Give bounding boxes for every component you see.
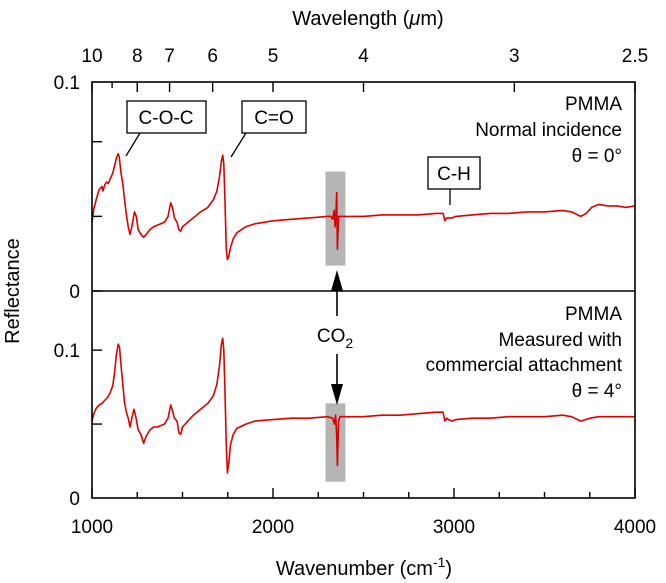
plot-frame — [91, 81, 636, 499]
co2-arrow-up-head — [331, 270, 343, 291]
co-label: C=O — [254, 108, 294, 129]
series-line-lower — [91, 337, 635, 474]
co2-arrow-down-head — [331, 384, 343, 405]
co-box — [241, 100, 307, 134]
co2-label-bg — [313, 318, 358, 352]
y-tick-label-upper-0: 0 — [69, 282, 80, 303]
top-tick-labels: 10 8 7 6 5 4 3 2.5 — [81, 46, 648, 67]
co-leader — [230, 132, 247, 158]
upper-panel-angle: θ = 0° — [572, 146, 622, 167]
y-tick-label-lower-0.1: 0.1 — [54, 341, 80, 362]
coc-leader — [125, 132, 141, 157]
upper-panel-title: PMMA — [565, 94, 622, 115]
x-tick-label-2000: 2000 — [252, 517, 294, 538]
y-tick-label-lower-0: 0 — [69, 489, 80, 510]
top-tick-label-5: 5 — [268, 46, 279, 67]
top-tick-label-6: 6 — [207, 46, 218, 67]
y-axis-title: Reflectance — [2, 238, 24, 344]
lower-panel-title: PMMA — [565, 304, 622, 325]
x-tick-label-1000: 1000 — [71, 517, 113, 538]
co2-highlight-band-lower — [325, 403, 346, 482]
x-tick-label-3000: 3000 — [433, 517, 475, 538]
lower-panel-condition-2: commercial attachment — [426, 355, 623, 376]
top-tick-label-7: 7 — [164, 46, 175, 67]
top-tick-label-3: 3 — [509, 46, 520, 67]
data-series — [91, 152, 636, 474]
co2-label: CO2 — [317, 326, 354, 351]
ch-label: C-H — [437, 164, 471, 185]
top-tick-label-10: 10 — [81, 46, 102, 67]
coc-box — [126, 100, 207, 134]
top-tick-label-8: 8 — [132, 46, 143, 67]
top-tick-label-2.5: 2.5 — [622, 46, 648, 67]
axis-ticks — [91, 82, 636, 498]
lower-panel-angle: θ = 4° — [572, 381, 622, 402]
x-tick-label-4000: 4000 — [614, 517, 656, 538]
lower-panel-condition-1: Measured with — [498, 330, 622, 351]
series-line-upper — [91, 152, 636, 261]
coc-label: C-O-C — [139, 108, 194, 129]
ch-box — [427, 156, 481, 190]
top-axis-title: Wavelength (μm) — [292, 8, 443, 30]
x-axis-title: Wavenumber (cm-1) — [276, 554, 452, 580]
top-tick-label-4: 4 — [358, 46, 369, 67]
upper-panel-condition: Normal incidence — [475, 120, 622, 141]
y-tick-label-upper-0.1: 0.1 — [54, 73, 80, 94]
